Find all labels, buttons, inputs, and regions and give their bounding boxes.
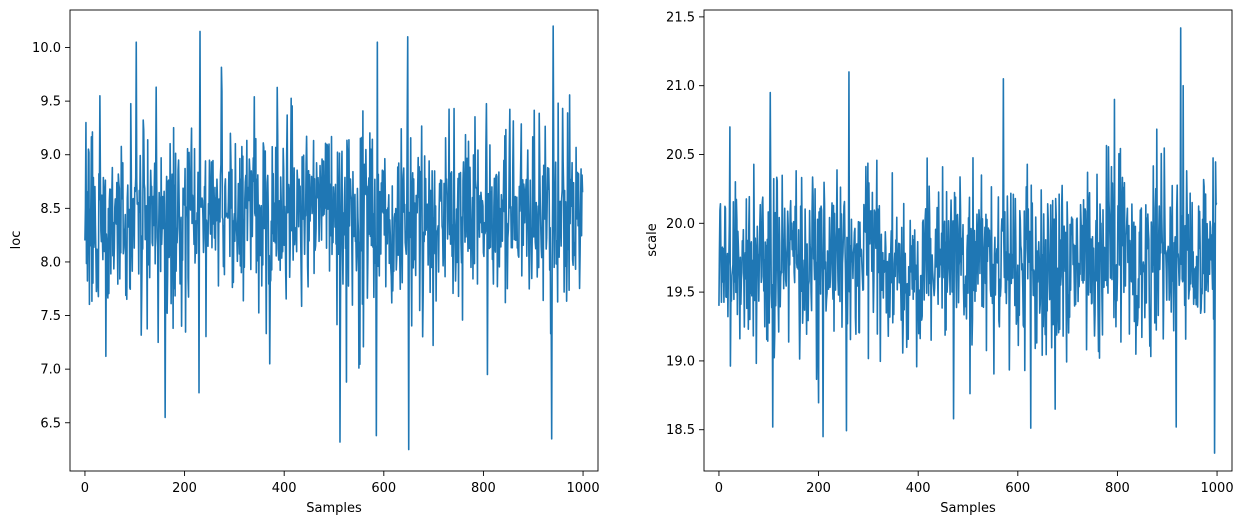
scale-y-tick-label: 18.5 [666, 423, 695, 438]
scale-x-ticks: 0 200 400 600 800 1000 [715, 471, 1234, 496]
scale-x-tick-label: 800 [1105, 481, 1130, 496]
scale-y-tick-label: 19.5 [666, 286, 695, 301]
scale-y-tick-label: 19.0 [666, 354, 695, 369]
loc-x-ticks: 0 200 400 600 800 1000 [81, 471, 600, 496]
loc-x-tick-label: 400 [272, 481, 297, 496]
scale-trace-plot: 0 200 400 600 800 1000 18.5 19.0 19.5 20.0 20.5 21… [645, 9, 1234, 516]
scale-x-tick-label: 200 [806, 481, 831, 496]
loc-y-tick-label: 6.5 [40, 416, 61, 431]
loc-x-axis-label: Samples [306, 501, 362, 516]
scale-x-tick-label: 400 [906, 481, 931, 496]
loc-x-tick-label: 200 [172, 481, 197, 496]
loc-y-tick-label: 10.0 [32, 41, 61, 56]
scale-y-axis-label: scale [645, 223, 660, 257]
loc-y-tick-label: 7.5 [40, 309, 61, 324]
scale-y-tick-label: 21.5 [666, 10, 695, 25]
scale-x-tick-label: 600 [1005, 481, 1030, 496]
loc-x-tick-label: 0 [81, 481, 89, 496]
loc-x-tick-label: 600 [371, 481, 396, 496]
scale-plot-frame [703, 9, 1233, 472]
scale-y-tick-label: 21.0 [666, 79, 695, 94]
scale-series-line [718, 27, 1218, 454]
loc-x-tick-label: 1000 [567, 481, 600, 496]
loc-y-tick-label: 7.0 [40, 363, 61, 378]
loc-x-tick-label: 800 [471, 481, 496, 496]
loc-y-tick-label: 8.5 [40, 202, 61, 217]
scale-x-axis-label: Samples [940, 501, 996, 516]
loc-y-tick-label: 9.0 [40, 148, 61, 163]
loc-plot-frame [69, 9, 599, 472]
loc-y-tick-label: 8.0 [40, 255, 61, 270]
loc-trace-plot: 0 200 400 600 800 1000 6.5 7.0 7.5 8.0 8.5 9.0 9.5 1… [9, 9, 600, 516]
loc-series [84, 25, 584, 451]
scale-y-tick-label: 20.5 [666, 148, 695, 163]
loc-y-tick-label: 9.5 [40, 95, 61, 110]
scale-y-ticks: 18.5 19.0 19.5 20.0 20.5 21.0 21.5 [666, 10, 704, 438]
scale-series [718, 27, 1218, 454]
loc-y-ticks: 6.5 7.0 7.5 8.0 8.5 9.0 9.5 10.0 [32, 41, 70, 431]
scale-x-tick-label: 0 [715, 481, 723, 496]
loc-series-line [84, 25, 584, 451]
scale-x-tick-label: 1000 [1201, 481, 1234, 496]
scale-y-tick-label: 20.0 [666, 217, 695, 232]
loc-y-axis-label: loc [9, 231, 24, 250]
